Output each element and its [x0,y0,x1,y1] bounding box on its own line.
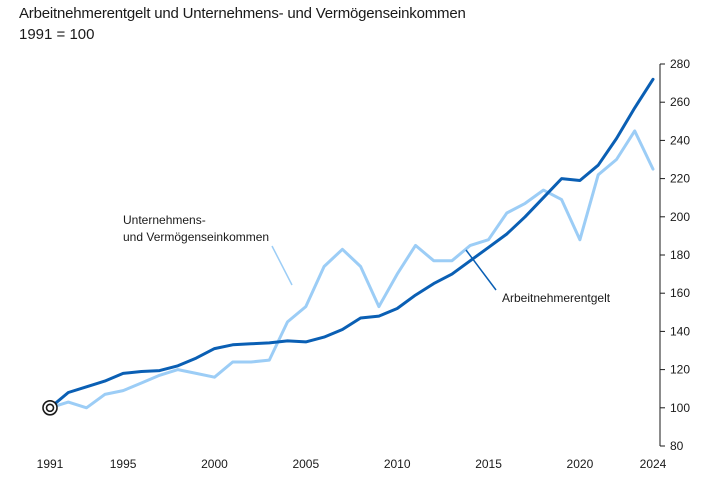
y-tick-label: 240 [670,133,690,147]
series-label-enterprise-line2: und Vermögenseinkommen [123,230,269,244]
label-leader-enterprise [271,245,293,286]
series-line-employee [48,77,655,410]
x-tick-label: 2000 [201,457,228,471]
y-tick-label: 180 [670,248,690,262]
label-leader-employee [465,249,497,291]
y-tick-label: 160 [670,286,690,300]
y-tick-label: 140 [670,324,690,338]
y-tick-label: 220 [670,172,690,186]
y-tick-label: 80 [670,439,684,453]
y-tick-label: 200 [670,210,690,224]
y-tick-label: 120 [670,363,690,377]
y-tick-label: 280 [670,57,690,71]
x-tick-label: 2010 [384,457,411,471]
x-tick-label: 1991 [37,457,64,471]
x-tick-label: 2024 [640,457,667,471]
series-line-enterprise [48,129,655,410]
chart-subtitle: 1991 = 100 [19,26,95,43]
x-tick-label: 1995 [110,457,137,471]
series-label-employee: Arbeitnehmerentgelt [502,291,611,305]
y-tick-label: 260 [670,95,690,109]
y-tick-label: 100 [670,401,690,415]
x-tick-label: 2005 [292,457,319,471]
base-year-marker [42,399,58,416]
x-tick-label: 2020 [567,457,594,471]
series-label-enterprise-line1: Unternehmens- [123,213,206,227]
x-tick-label: 2015 [475,457,502,471]
base-marker-inner [45,403,55,413]
chart-title: Arbeitnehmerentgelt und Unternehmens- un… [19,5,466,22]
